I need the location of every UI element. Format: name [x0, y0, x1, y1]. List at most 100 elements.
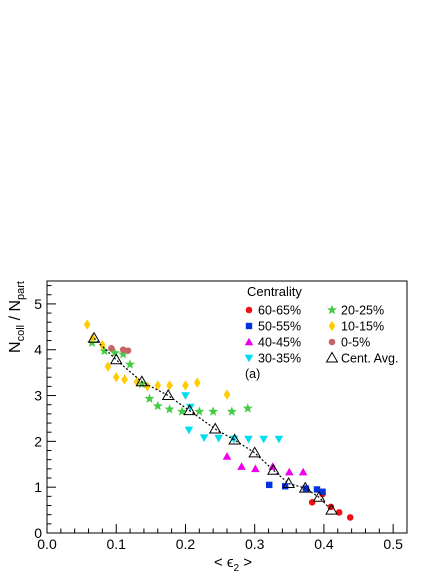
legend: Centrality 60-65% 20-25% 50-55% 10-15% 40-45%…	[244, 284, 398, 381]
data-point	[186, 403, 195, 412]
legend-label: 20-25%	[341, 304, 384, 318]
x-tick-label: 0.2	[176, 536, 196, 552]
data-point	[319, 488, 326, 495]
legend-marker	[328, 320, 336, 332]
data-point	[298, 467, 308, 476]
x-tick-label: 0.0	[37, 536, 57, 552]
y-axis-title-num: N	[7, 341, 24, 353]
data-point	[267, 463, 280, 475]
y-tick-label: 1	[34, 479, 42, 495]
y-tick-label: 4	[34, 342, 42, 358]
legend-item-0-5: 0-5%	[328, 336, 370, 350]
data-point	[109, 347, 120, 358]
legend-marker	[245, 322, 253, 330]
data-point	[104, 361, 112, 372]
data-point	[125, 359, 136, 369]
x-tick-label: 0.3	[245, 536, 265, 552]
series-10-15	[83, 319, 231, 400]
data-point	[242, 403, 253, 413]
legend-marker	[244, 337, 254, 346]
data-point	[237, 462, 246, 470]
legend-item-cent-avg: Cent. Avg.	[325, 351, 398, 366]
legend-item-10-15: 10-15%	[328, 320, 384, 334]
data-point	[312, 490, 326, 502]
y-tick-label: 5	[34, 296, 42, 312]
series-0-5	[108, 345, 132, 354]
x-axis-title-end: >	[239, 554, 252, 571]
x-axis-title-sub: 2	[234, 563, 240, 571]
data-point	[161, 389, 175, 401]
data-point	[214, 434, 223, 443]
legend-marker	[327, 304, 337, 315]
data-point	[83, 319, 91, 330]
legend-item-50-55: 50-55%	[245, 320, 301, 334]
legend-marker	[325, 351, 339, 363]
data-point	[112, 372, 120, 383]
y-axis-title: Ncoll / Npart	[7, 281, 27, 353]
data-point	[228, 433, 241, 445]
data-point	[166, 380, 173, 391]
chart-marks	[83, 319, 354, 521]
x-tick-label: 0.4	[314, 536, 334, 552]
data-point	[154, 380, 162, 391]
x-tick-label: 0.1	[106, 536, 126, 552]
data-point	[194, 406, 205, 416]
legend-label: 50-55%	[258, 320, 301, 334]
legend-item-60-65: 60-65%	[245, 304, 301, 318]
data-point	[251, 464, 260, 473]
data-point	[121, 374, 128, 385]
data-point	[164, 404, 175, 414]
legend-marker	[328, 338, 336, 346]
data-point	[325, 503, 338, 515]
data-point	[135, 375, 149, 387]
y-tick-label: 3	[34, 388, 42, 404]
average-line	[93, 337, 332, 511]
data-point	[108, 345, 115, 352]
data-point	[298, 481, 312, 493]
data-point	[193, 377, 201, 388]
data-point	[199, 434, 209, 442]
data-point	[313, 486, 321, 493]
data-point	[282, 477, 295, 489]
data-point	[183, 404, 196, 416]
y-tick-label: 0	[34, 525, 42, 541]
data-point	[99, 345, 110, 356]
legend-label: 60-65%	[258, 304, 301, 318]
x-axis-title-main: < ϵ	[214, 554, 234, 571]
legend-item-40-45: 40-45%	[244, 336, 301, 350]
legend-marker	[245, 306, 253, 314]
legend-label: 30-35%	[258, 352, 301, 366]
data-point	[335, 509, 343, 516]
data-point	[285, 467, 294, 476]
x-tick-label: 0.5	[383, 536, 403, 552]
legend-label: 0-5%	[341, 336, 370, 350]
y-tick-label: 2	[34, 433, 42, 449]
legend-label: 10-15%	[341, 320, 384, 334]
panel-label: (a)	[245, 367, 260, 381]
data-point	[144, 393, 155, 403]
data-point	[244, 435, 253, 444]
data-point	[109, 353, 123, 365]
data-point	[177, 406, 187, 416]
legend-label: 40-45%	[258, 336, 301, 350]
data-point	[266, 481, 273, 489]
legend-label: Cent. Avg.	[341, 352, 398, 366]
data-point	[184, 426, 194, 435]
data-point	[259, 435, 268, 444]
data-point	[222, 452, 232, 460]
data-point	[346, 514, 354, 521]
data-point	[152, 400, 163, 411]
legend-marker	[244, 354, 254, 363]
data-point	[181, 392, 190, 400]
data-point	[89, 333, 96, 344]
y-axis-title-sep: / N	[7, 300, 24, 325]
y-axis-title-num-sub: coll	[15, 325, 27, 342]
data-point	[248, 446, 262, 458]
data-point	[226, 406, 237, 416]
legend-item-20-25: 20-25%	[327, 304, 384, 318]
data-point	[274, 435, 284, 444]
series-cent-avg	[87, 331, 338, 515]
